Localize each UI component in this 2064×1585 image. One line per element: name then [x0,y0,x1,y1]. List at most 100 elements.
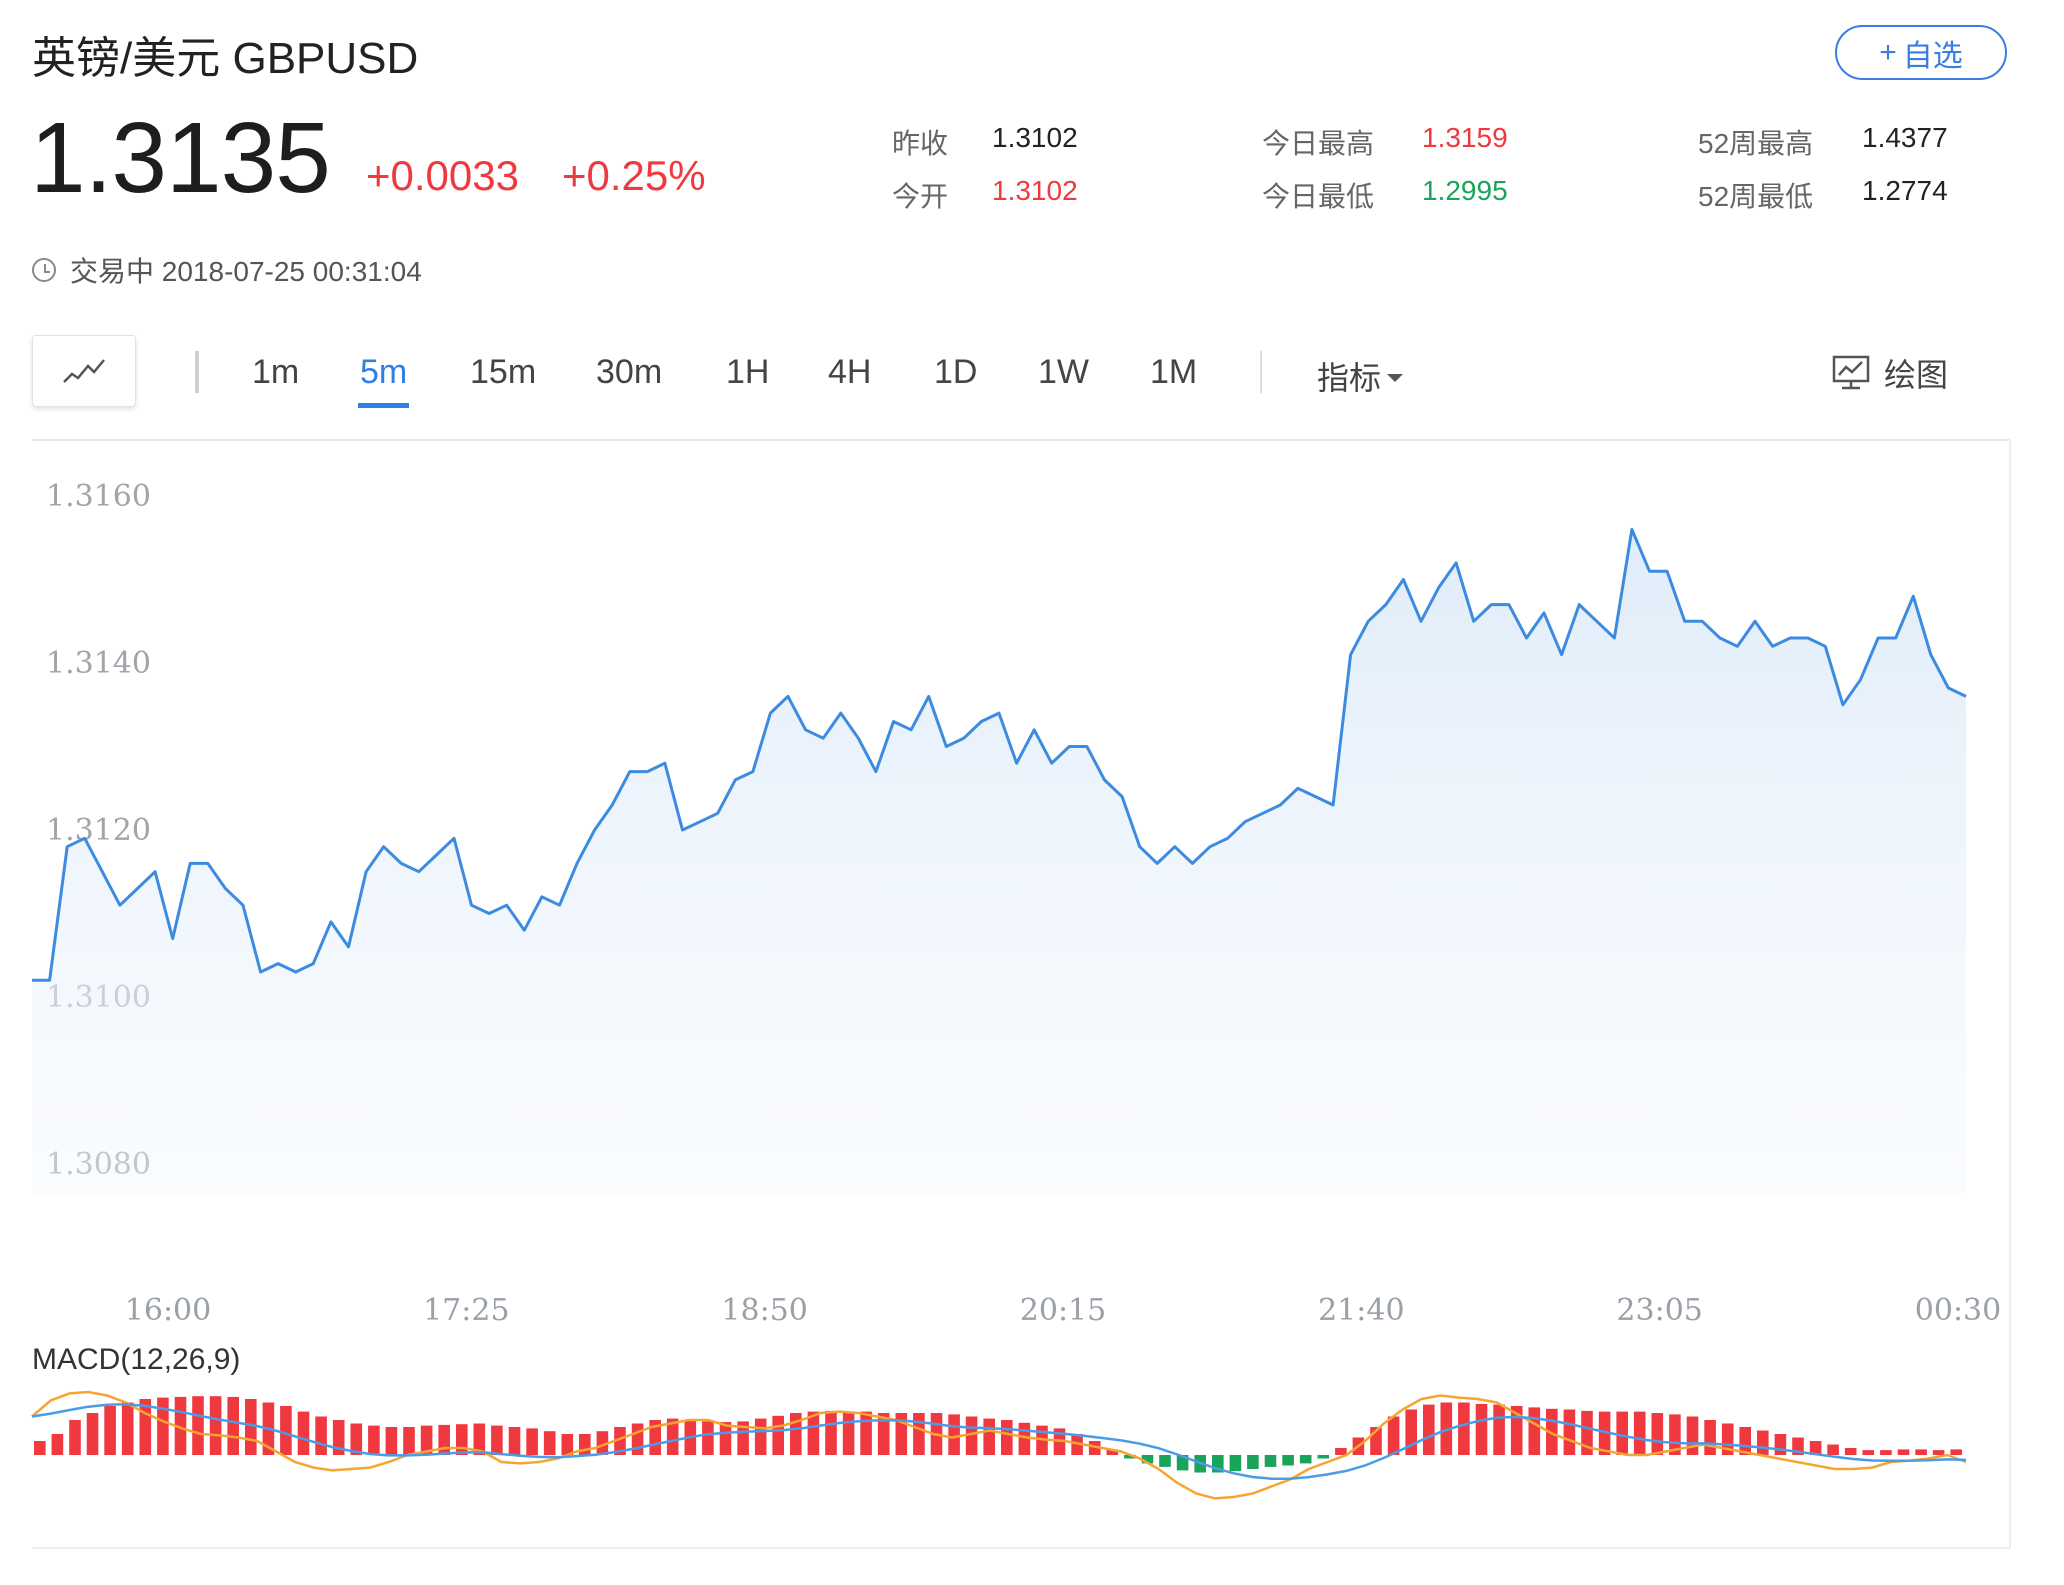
macd-histogram-bar [368,1425,380,1455]
macd-histogram-bar [1721,1423,1734,1455]
macd-histogram-bar [157,1397,169,1455]
macd-histogram-bar [737,1421,749,1455]
indicators-label: 指标 [1317,360,1382,396]
indicators-dropdown[interactable]: 指标 [1317,353,1404,399]
macd-histogram-bar [1088,1441,1101,1455]
instrument-title: 英镑/美元 GBPUSD [32,22,418,86]
draw-chart-icon [1832,355,1870,390]
period-5m[interactable]: 5m [357,353,410,408]
macd-histogram-bar [1774,1434,1787,1455]
period-1h[interactable]: 1H [726,353,770,391]
macd-histogram-bar [1141,1455,1154,1464]
macd-histogram-bar [1686,1416,1699,1455]
draw-button[interactable]: 绘图 [1832,350,1948,396]
price-change: +0.0033 [366,152,519,199]
macd-histogram-bar [1317,1455,1330,1459]
x-tick-label: 20:15 [1020,1293,1106,1328]
macd-histogram-bar [807,1411,820,1455]
macd-histogram-bar [1247,1455,1259,1469]
macd-histogram-bar [1159,1455,1171,1467]
macd-histogram-bar [69,1420,81,1455]
macd-histogram-bar [1475,1403,1488,1455]
macd-histogram-bar [842,1411,855,1455]
period-1d[interactable]: 1D [934,353,978,391]
macd-histogram-bar [1212,1455,1224,1473]
macd-histogram-bar [1651,1413,1664,1455]
macd-histogram-bar [139,1399,152,1455]
period-1mo[interactable]: 1M [1150,353,1198,391]
macd-histogram-bar [1176,1455,1189,1471]
macd-histogram-bar [754,1418,767,1455]
macd-histogram-bar [790,1413,802,1455]
stat-label-open: 今开 [892,181,949,212]
macd-histogram-bar [579,1434,591,1455]
stat-label-day-high: 今日最高 [1262,128,1375,159]
macd-histogram-bar [192,1396,204,1455]
macd-histogram-bar [1106,1449,1119,1455]
macd-histogram-bar [1915,1449,1927,1455]
macd-histogram-bar [1229,1455,1242,1472]
add-favorite-button[interactable]: + 自选 [1835,25,2007,80]
macd-histogram-bar [385,1427,398,1455]
line-chart-icon [63,359,105,383]
x-tick-label: 17:25 [423,1293,509,1328]
toolbar-divider-2 [1260,351,1262,393]
macd-histogram-bar [1897,1449,1910,1455]
status-text: 交易中 2018-07-25 00:31:04 [70,256,422,287]
y-tick-label: 1.3140 [46,646,151,681]
price-area-fill [32,529,1966,1194]
macd-signal-line [31,1403,1967,1481]
price-line [32,527,1967,982]
macd-histogram-bar [1792,1437,1804,1455]
x-tick-label: 00:30 [1915,1293,2001,1328]
macd-histogram-bar [1335,1448,1347,1455]
macd-histogram-bar [948,1414,960,1455]
macd-histogram-bar [1581,1410,1593,1455]
stat-value-day-high: 1.3159 [1422,122,1508,153]
macd-histogram-bar [209,1396,222,1455]
macd-histogram-bar [895,1413,908,1455]
macd-histogram-bar [631,1423,644,1455]
y-tick-label: 1.3160 [46,479,151,514]
period-1w[interactable]: 1W [1038,353,1089,391]
macd-histogram-bar [245,1399,257,1455]
x-tick-label: 21:40 [1318,1293,1404,1328]
macd-histogram-bar [1528,1407,1541,1455]
macd-histogram-bar [1387,1416,1400,1455]
macd-histogram-bar [649,1420,661,1455]
stat-label-day-low: 今日最低 [1262,181,1375,212]
stat-label-prev-close: 昨收 [892,128,949,159]
macd-title: MACD(12,26,9) [32,1343,241,1376]
period-1m[interactable]: 1m [252,353,300,391]
macd-histogram-bar [666,1418,679,1455]
stat-label-52w-low: 52周最低 [1698,181,1814,212]
macd-histogram-bar [1739,1427,1751,1455]
chart-type-button[interactable] [32,335,136,407]
period-15m[interactable]: 15m [470,353,537,391]
caret-down-icon [1387,374,1404,382]
trading-status: 交易中 2018-07-25 00:31:04 [32,250,422,290]
period-30m[interactable]: 30m [596,353,663,391]
macd-histogram-bar [1950,1449,1962,1455]
macd-histogram-bar [1827,1444,1839,1455]
macd-histogram-bar [438,1424,450,1455]
macd-histogram-bar [1405,1409,1417,1455]
instrument-name: 英镑/美元 [32,34,221,83]
macd-histogram-bar [456,1424,468,1455]
macd-histogram-bar [297,1411,310,1455]
chart-toolbar: 1m 5m 15m 30m 1H 4H 1D 1W 1M 指标 绘图 [32,335,2012,415]
period-4h[interactable]: 4H [828,353,872,391]
draw-label: 绘图 [1884,357,1949,393]
macd-histogram-bar [860,1411,872,1455]
x-tick-label: 23:05 [1616,1293,1702,1328]
plus-icon: + [1879,35,1897,69]
macd-histogram-bar [1669,1414,1681,1455]
macd-histogram-bar [561,1434,574,1455]
macd-histogram-bar [350,1423,363,1455]
macd-histogram-bar [825,1410,837,1455]
macd-histogram-bar [1001,1420,1013,1455]
stat-value-prev-close: 1.3102 [992,122,1078,153]
macd-histogram-bar [1616,1411,1628,1455]
macd-histogram-bar [1264,1455,1277,1467]
